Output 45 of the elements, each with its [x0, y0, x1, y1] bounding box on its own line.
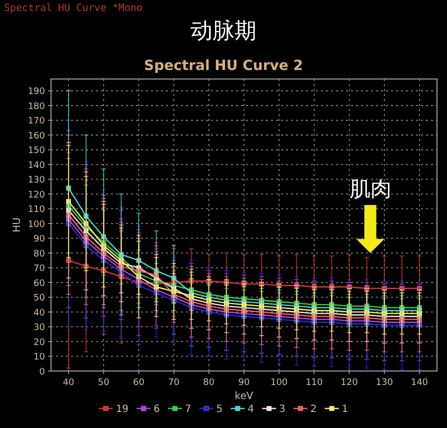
y-axis-title: HU — [12, 218, 23, 232]
y-tick-label: 70 — [34, 264, 46, 274]
x-tick-label: 40 — [62, 378, 75, 388]
x-tick-label: 80 — [203, 378, 215, 388]
x-tick-label: 60 — [133, 378, 145, 388]
y-tick-label: 120 — [28, 190, 46, 200]
x-tick-label: 90 — [238, 378, 250, 388]
y-tick-label: 10 — [34, 352, 46, 363]
y-tick-label: 130 — [28, 176, 46, 186]
y-tick-label: 50 — [34, 294, 46, 304]
legend-label: 7 — [184, 404, 192, 415]
y-tick-label: 160 — [28, 131, 46, 142]
x-tick-label: 50 — [98, 378, 110, 388]
x-tick-label: 70 — [168, 378, 180, 388]
y-tick-label: 0 — [39, 367, 46, 378]
y-tick-label: 110 — [28, 205, 46, 216]
x-tick-label: 100 — [270, 378, 288, 388]
x-tick-label: 120 — [340, 378, 358, 388]
x-tick-label: 130 — [376, 378, 394, 388]
legend-label: 5 — [216, 404, 223, 415]
y-tick-label: 30 — [34, 323, 46, 334]
x-tick-label: 140 — [410, 378, 428, 388]
chart-subtitle: Spectral HU Curve 2 — [144, 58, 303, 74]
legend-label: 2 — [310, 404, 317, 415]
y-tick-label: 150 — [28, 146, 46, 156]
legend-label: 1 — [342, 404, 348, 415]
y-tick-label: 60 — [34, 278, 46, 289]
legend-label: 19 — [116, 404, 129, 415]
annotation: 肌肉 — [349, 177, 392, 202]
legend-label: 4 — [248, 404, 254, 415]
text: Spectral HU Curve *Mono — [4, 3, 142, 14]
chart-title: 动脉期 — [190, 19, 256, 44]
y-tick-label: 190 — [28, 87, 46, 98]
y-tick-label: 170 — [28, 116, 46, 127]
x-tick-label: 110 — [306, 378, 324, 388]
legend-label: 6 — [154, 404, 160, 415]
y-tick-label: 80 — [34, 249, 46, 260]
y-tick-label: 100 — [28, 220, 46, 230]
y-tick-label: 140 — [28, 160, 46, 171]
legend-label: 3 — [279, 404, 286, 415]
x-axis-title: keV — [234, 391, 254, 402]
y-tick-label: 40 — [34, 308, 46, 318]
y-tick-label: 90 — [34, 234, 46, 245]
y-tick-label: 20 — [34, 338, 46, 348]
y-tick-label: 180 — [28, 102, 46, 112]
